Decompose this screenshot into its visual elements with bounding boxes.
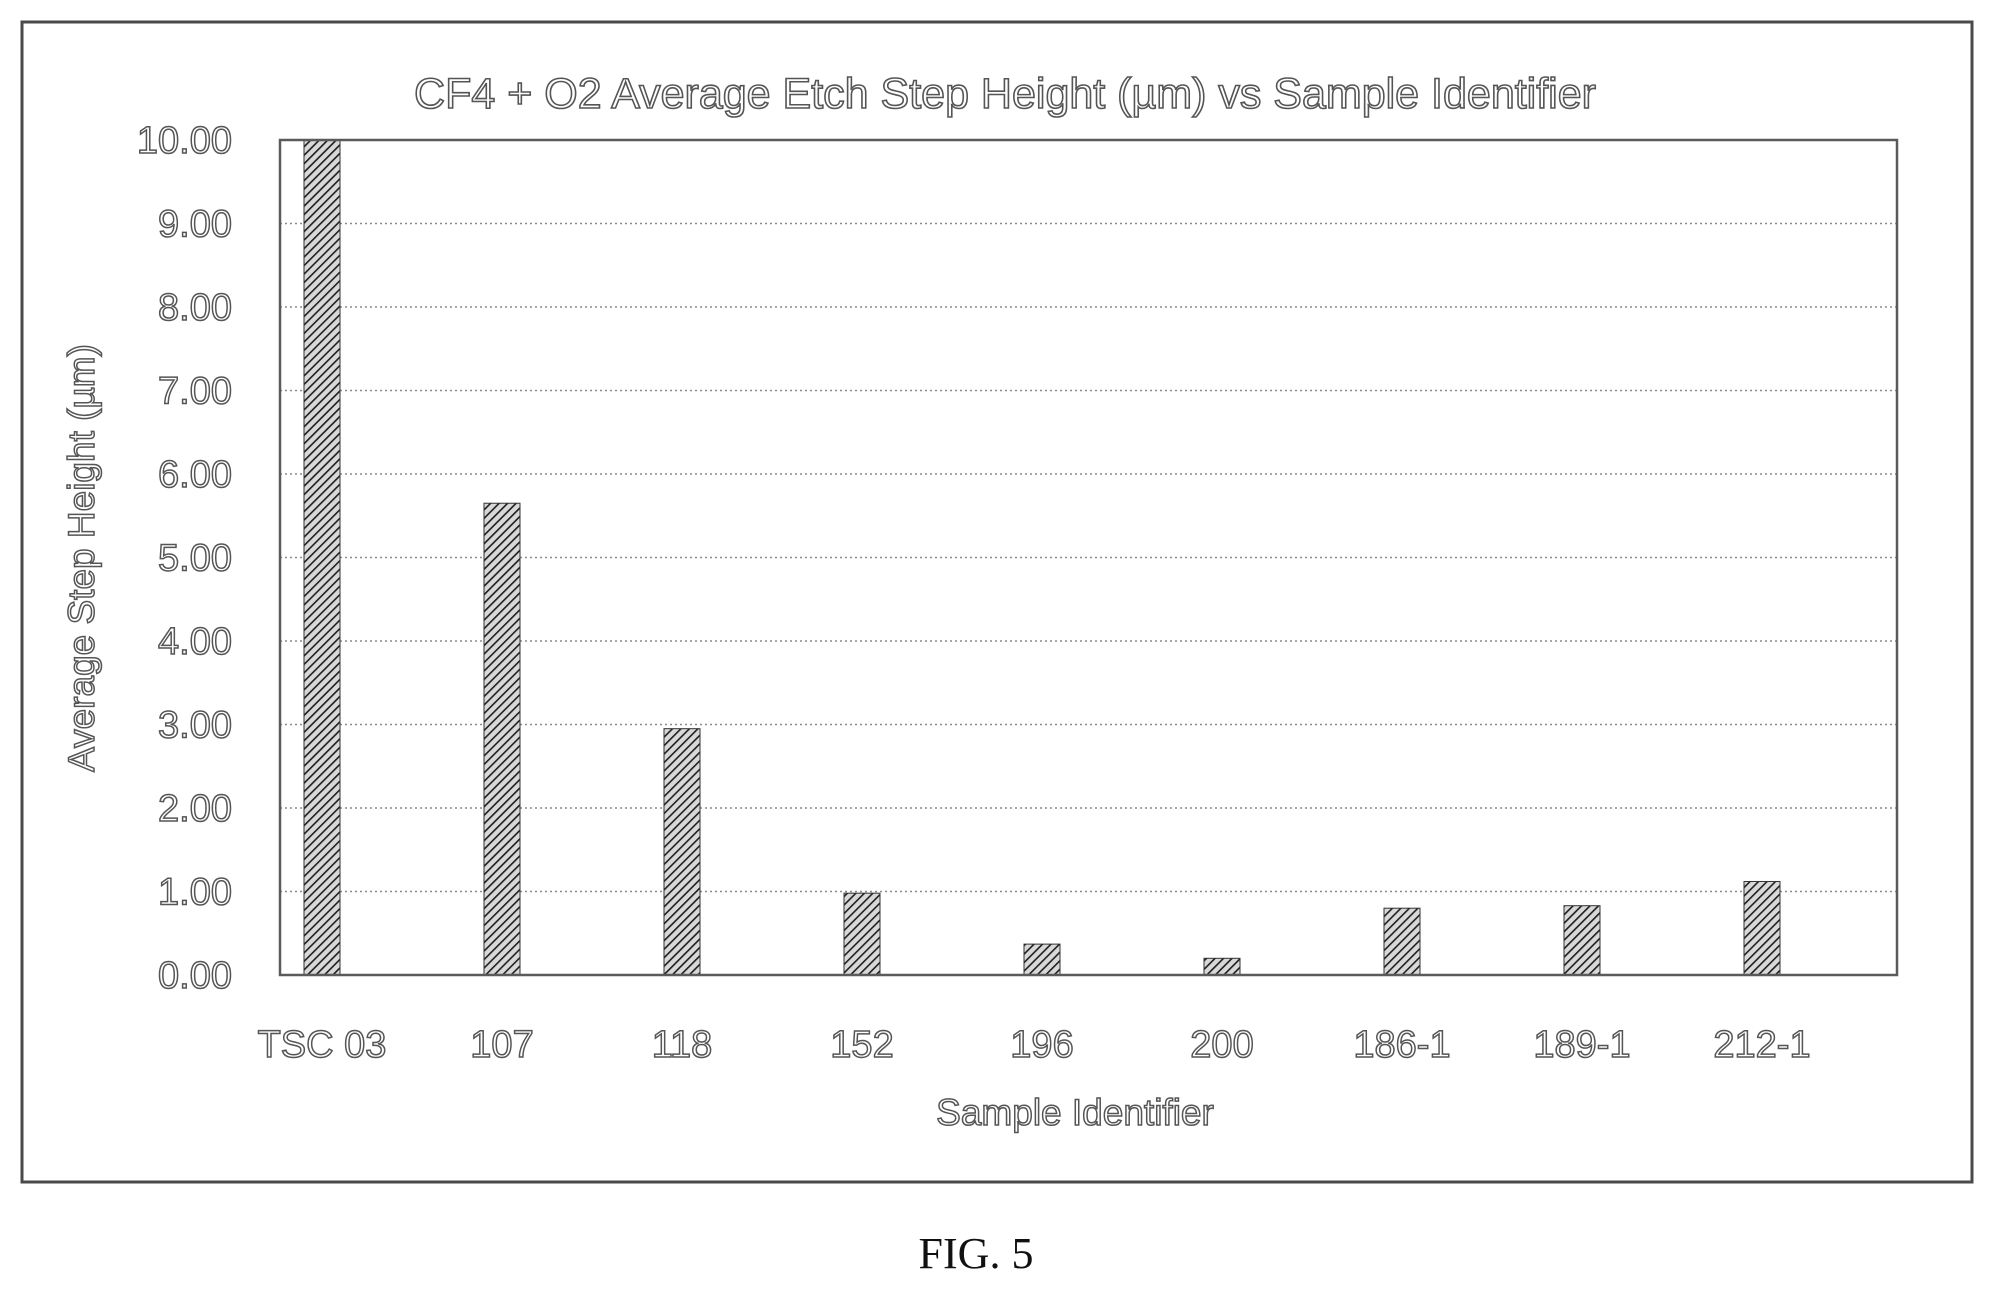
y-tick-label: 5.00 xyxy=(158,538,232,580)
bar-tsc-03 xyxy=(303,139,341,976)
bar-189-1 xyxy=(1563,905,1601,976)
x-tick-label: 152 xyxy=(830,1024,893,1066)
y-tick-label: 2.00 xyxy=(158,788,232,830)
bar-152 xyxy=(843,892,881,976)
x-tick-label: 200 xyxy=(1190,1024,1253,1066)
x-tick-label: 189-1 xyxy=(1533,1024,1630,1066)
x-axis-label: Sample Identifier xyxy=(936,1092,1214,1133)
x-tick-label: 118 xyxy=(652,1024,713,1066)
y-tick-label: 6.00 xyxy=(158,454,232,496)
y-tick-label: 1.00 xyxy=(158,872,232,914)
x-tick-label: 107 xyxy=(470,1024,533,1066)
x-tick-label: 212-1 xyxy=(1713,1024,1810,1066)
y-tick-label: 0.00 xyxy=(158,955,232,997)
bar-196 xyxy=(1023,943,1061,976)
y-tick-label: 10.00 xyxy=(137,120,232,162)
bar-200 xyxy=(1203,957,1241,976)
y-tick-label: 3.00 xyxy=(158,705,232,747)
bar-118 xyxy=(663,728,701,976)
y-tick-label: 7.00 xyxy=(158,371,232,413)
y-axis-label: Average Step Height (µm) xyxy=(61,344,102,772)
plot-area-frame xyxy=(278,138,1899,977)
x-tick-label: 196 xyxy=(1010,1024,1073,1066)
chart-title: CF4 + O2 Average Etch Step Height (µm) v… xyxy=(414,70,1596,118)
y-axis-ticks: 0.00 1.00 2.00 3.00 4.00 5.00 6.00 7.00 8.00 9.00… xyxy=(136,119,233,998)
chart-frame xyxy=(20,20,1974,1184)
figure-caption: FIG. 5 xyxy=(919,1229,1034,1278)
x-tick-label: 186-1 xyxy=(1353,1024,1450,1066)
y-tick-label: 9.00 xyxy=(158,204,232,246)
y-tick-label: 8.00 xyxy=(158,287,232,329)
bar-107 xyxy=(483,502,521,976)
x-axis-ticks: TSC 03 107 118 152 196 200 186-1 189-1 212-1 xyxy=(257,1023,1812,1067)
bar-186-1 xyxy=(1383,907,1421,976)
bar-212-1 xyxy=(1743,880,1781,976)
x-tick-label: TSC 03 xyxy=(258,1024,387,1066)
y-tick-label: 4.00 xyxy=(158,621,232,663)
